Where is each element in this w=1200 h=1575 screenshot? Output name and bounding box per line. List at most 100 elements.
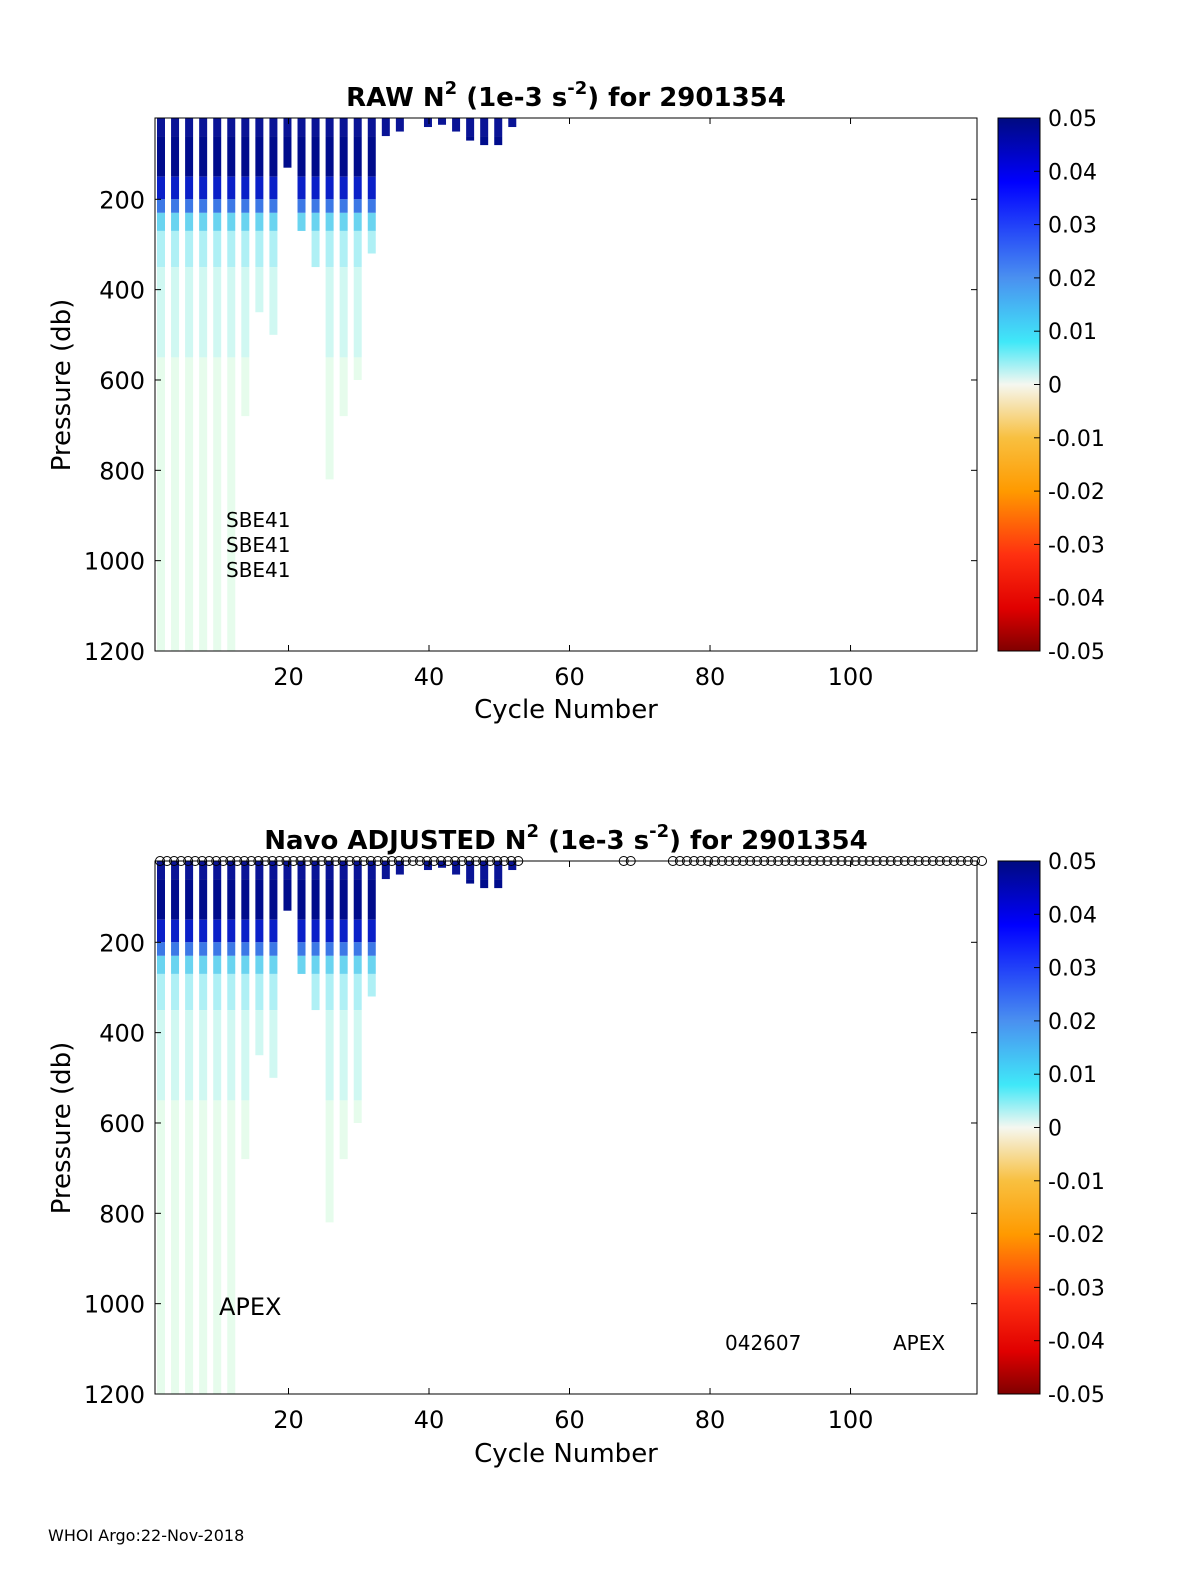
heatmap-cell	[438, 118, 447, 125]
cycle-marker	[316, 856, 327, 866]
colorbar-tick-label: 0.01	[1048, 320, 1097, 345]
heatmap-cell	[157, 267, 165, 358]
heatmap-cell	[311, 919, 320, 943]
x-tick-label: 60	[554, 1406, 585, 1434]
heatmap-cell	[227, 357, 236, 651]
heatmap-cell	[353, 176, 362, 200]
heatmap-cell	[171, 1010, 180, 1101]
heatmap-cell	[255, 176, 264, 200]
cycle-marker	[808, 856, 819, 866]
cycle-marker	[450, 856, 461, 866]
heatmap-cell	[157, 212, 165, 231]
heatmap-cell	[157, 973, 165, 1011]
heatmap-cell	[297, 199, 306, 213]
cycle-marker	[499, 856, 510, 866]
y-tick-label: 1000	[84, 1291, 145, 1319]
heatmap-cell	[367, 955, 376, 974]
cycle-marker	[977, 856, 987, 866]
heatmap-cell	[353, 919, 362, 943]
panel-raw-colorbar	[997, 117, 1041, 652]
cycle-marker	[365, 856, 376, 866]
heatmap-cell	[171, 1100, 180, 1394]
panel-raw-heatmap	[157, 118, 517, 651]
panel-adjusted-colorbar	[997, 860, 1041, 1395]
heatmap-cell	[508, 118, 517, 128]
heatmap-cell	[325, 212, 334, 231]
heatmap-cell	[213, 919, 222, 943]
heatmap-cell	[255, 955, 264, 974]
heatmap-cell	[283, 136, 292, 168]
heatmap-cell	[494, 861, 503, 880]
heatmap-cell	[480, 879, 489, 889]
panel-raw-title: RAW N2 (1e-3 s-2) for 2901354	[346, 78, 786, 113]
cycle-marker	[225, 856, 236, 866]
heatmap-cell	[367, 199, 376, 213]
cycle-marker	[864, 856, 875, 866]
colorbar-tick-label: 0.03	[1048, 957, 1097, 982]
heatmap-cell	[199, 1100, 208, 1394]
heatmap-cell	[325, 1010, 334, 1101]
heatmap-cell	[255, 199, 264, 213]
heatmap-cell	[157, 176, 165, 200]
cycle-marker	[253, 856, 264, 866]
heatmap-cell	[353, 973, 362, 1011]
heatmap-cell	[227, 942, 236, 956]
cycle-marker	[485, 856, 496, 866]
heatmap-cell	[438, 861, 447, 868]
y-tick-label: 600	[99, 1110, 145, 1138]
heatmap-cell	[269, 199, 278, 213]
panel-raw-ylabel: Pressure (db)	[47, 299, 77, 472]
heatmap-cell	[157, 136, 165, 177]
heatmap-cell	[395, 118, 404, 132]
cycle-marker	[274, 856, 285, 866]
heatmap-cell	[269, 919, 278, 943]
heatmap-cell	[185, 919, 194, 943]
heatmap-cell	[494, 879, 503, 889]
heatmap-cell	[227, 973, 236, 1011]
heatmap-cell	[339, 212, 348, 231]
cycle-marker	[421, 856, 432, 866]
heatmap-cell	[353, 230, 362, 268]
cycle-marker	[892, 856, 903, 866]
heatmap-cell	[255, 942, 264, 956]
heatmap-cell	[241, 230, 250, 268]
heatmap-cell	[353, 118, 362, 137]
heatmap-cell	[241, 861, 250, 880]
heatmap-cell	[171, 212, 180, 231]
heatmap-cell	[367, 212, 376, 231]
heatmap-cell	[171, 199, 180, 213]
cycle-marker	[197, 856, 208, 866]
heatmap-cell	[339, 1100, 348, 1160]
heatmap-cell	[297, 942, 306, 956]
heatmap-cell	[367, 230, 376, 254]
heatmap-cell	[269, 955, 278, 974]
heatmap-cell	[171, 118, 180, 137]
panel-raw-ticks: 20 40 60 80 100 200 400 600 800 1000 1200	[84, 118, 977, 691]
heatmap-cell	[466, 136, 475, 141]
cycle-marker	[843, 856, 854, 866]
heatmap-cell	[311, 118, 320, 137]
heatmap-cell	[325, 230, 334, 268]
colorbar-tick-label: 0.04	[1048, 903, 1097, 928]
heatmap-cell	[311, 955, 320, 974]
heatmap-cell	[213, 955, 222, 974]
heatmap-cell	[157, 955, 165, 974]
heatmap-cell	[311, 199, 320, 213]
y-tick-label: 200	[99, 929, 145, 957]
cycle-marker	[162, 856, 173, 866]
cycle-marker	[169, 856, 180, 866]
x-tick-label: 20	[273, 1406, 304, 1434]
heatmap-cell	[199, 357, 208, 651]
heatmap-cell	[325, 955, 334, 974]
cycle-marker	[190, 856, 201, 866]
heatmap-cell	[241, 357, 250, 417]
heatmap-cell	[339, 267, 348, 358]
cycle-marker	[913, 856, 924, 866]
heatmap-cell	[269, 136, 278, 177]
heatmap-cell	[185, 1010, 194, 1101]
cycle-marker	[703, 856, 713, 866]
cycle-marker	[745, 856, 756, 866]
heatmap-cell	[213, 118, 222, 137]
heatmap-cell	[353, 1010, 362, 1101]
heatmap-cell	[185, 1100, 194, 1394]
